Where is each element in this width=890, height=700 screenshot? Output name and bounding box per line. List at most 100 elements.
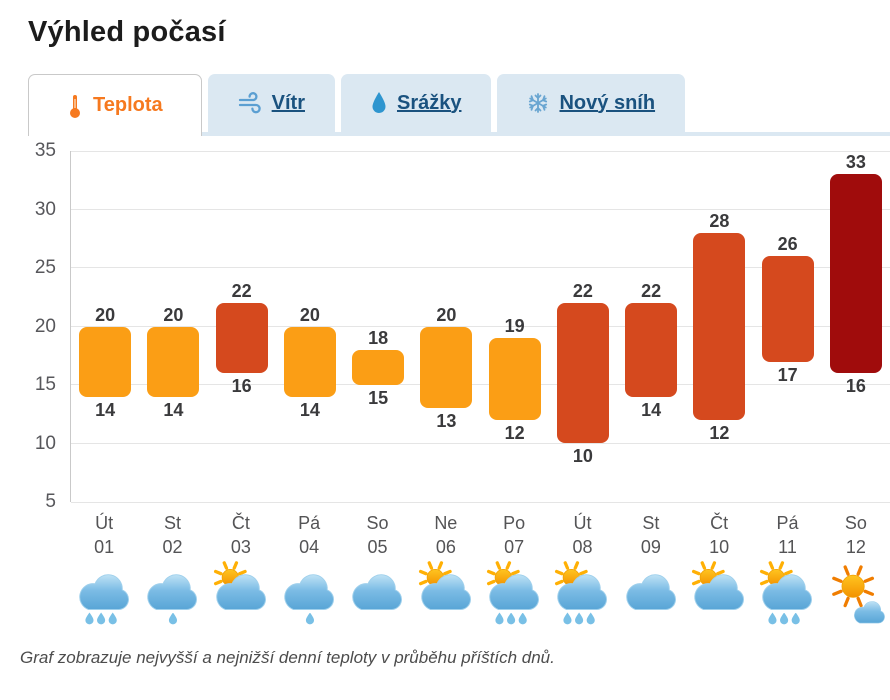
day-cell: St 09 [617, 511, 685, 634]
max-temp-label: 22 [231, 281, 252, 302]
gridline [71, 267, 890, 269]
day-cell: Pá 11 [753, 511, 821, 634]
day-cell: Ne 06 [412, 511, 480, 634]
day-name: St [163, 513, 181, 533]
max-temp-label: 20 [163, 304, 184, 325]
min-temp-label: 14 [163, 399, 184, 420]
max-temp-label: 19 [504, 316, 525, 337]
weather-sunny-cloud-icon [822, 561, 890, 634]
tab-vitr[interactable]: Vítr [207, 74, 335, 132]
temperature-range-bar: 20 13 [420, 305, 473, 431]
wind-icon [238, 92, 262, 114]
weather-sun-cloud-icon [685, 561, 753, 634]
tab-teplota[interactable]: Teplota [28, 74, 202, 136]
weather-sun-cloud-icon [207, 561, 275, 634]
day-date: 06 [435, 537, 456, 557]
bars-row: 20 14 20 14 22 16 20 14 18 15 20 13 19 12 22 10 22 14 28 12… [71, 151, 890, 502]
day-date: 04 [299, 537, 320, 557]
day-date: 11 [778, 537, 797, 557]
day-cell: So 12 [822, 511, 890, 634]
y-tick-label: 10 [34, 432, 56, 454]
weather-cloud-rain1-icon [138, 561, 206, 634]
weather-sun-cloud-icon [412, 561, 480, 634]
day-name: Čt [231, 513, 250, 533]
min-temp-label: 16 [231, 376, 252, 397]
day-cell: Út 01 [70, 511, 138, 634]
max-temp-label: 33 [845, 152, 866, 173]
day-column: 20 14 [139, 151, 207, 502]
plot-area: 20 14 20 14 22 16 20 14 18 15 20 13 19 12 22 10 22 14 28 12… [70, 150, 890, 503]
temperature-chart: 35 30 25 20 15 10 5 20 14 20 14 22 16 20 14 18 15 20 13 19… [0, 140, 890, 512]
day-cell: St 02 [138, 511, 206, 634]
min-temp-label: 14 [299, 399, 320, 420]
max-temp-label: 20 [436, 304, 457, 325]
page-title: Výhled počasí [28, 16, 226, 48]
max-temp-label: 22 [641, 281, 662, 302]
day-cell: Pá 04 [275, 511, 343, 634]
day-date: 03 [230, 537, 251, 557]
gridline [71, 384, 890, 386]
day-cell: Čt 10 [685, 511, 753, 634]
day-name: Po [503, 513, 526, 533]
day-column: 22 16 [208, 151, 276, 502]
temperature-range-bar: 26 17 [761, 234, 814, 385]
tab-vitr-label: Vítr [271, 91, 305, 114]
weather-sun-cloud-rain3-icon [548, 561, 616, 634]
gridline [71, 443, 890, 444]
day-date: 12 [845, 537, 866, 557]
tab-novy-snih[interactable]: Nový sníh [497, 74, 686, 132]
day-name: So [366, 513, 389, 533]
min-temp-label: 16 [845, 376, 866, 397]
day-cell: So 05 [343, 511, 411, 634]
min-temp-label: 12 [709, 423, 730, 444]
weather-cloud-rain3-icon [70, 561, 138, 634]
temperature-range-bar: 19 12 [488, 316, 541, 443]
y-tick-label: 5 [45, 491, 56, 512]
day-date: 10 [709, 537, 730, 557]
gridline [71, 501, 890, 503]
y-axis: 35 30 25 20 15 10 5 [0, 140, 56, 512]
temperature-range-bar: 18 15 [352, 328, 405, 408]
chart-caption: Graf zobrazuje nejvyšší a nejnižší denní… [20, 648, 555, 667]
day-date: 09 [640, 537, 661, 557]
day-name: Pá [776, 513, 799, 533]
day-column: 26 17 [754, 151, 822, 502]
day-name: Út [95, 513, 114, 533]
day-date: 05 [367, 537, 388, 557]
tab-srazky[interactable]: Srážky [340, 74, 492, 132]
temperature-range-bar: 22 10 [556, 281, 609, 466]
day-date: 02 [162, 537, 183, 557]
temperature-range-bar: 33 16 [829, 152, 882, 396]
temperature-range-bar: 28 12 [693, 211, 746, 443]
max-temp-label: 18 [368, 327, 389, 348]
gridline [71, 208, 890, 210]
day-column: 19 12 [481, 151, 549, 502]
day-column: 28 12 [685, 151, 753, 502]
day-name: Čt [710, 513, 729, 533]
temperature-range-bar: 22 14 [625, 281, 678, 420]
temperature-range-bar: 20 14 [147, 305, 200, 420]
day-name: Út [573, 513, 592, 533]
y-tick-label: 25 [34, 257, 56, 278]
droplet-icon [371, 91, 387, 115]
weather-cloud-icon [343, 561, 411, 634]
day-column: 18 15 [344, 151, 412, 502]
day-column: 22 10 [549, 151, 617, 502]
min-temp-label: 13 [436, 411, 457, 432]
y-tick-label: 20 [34, 315, 56, 337]
tab-srazky-label: Srážky [396, 91, 462, 114]
thermometer-icon [67, 93, 83, 119]
day-column: 20 13 [412, 151, 480, 502]
day-name: Ne [434, 513, 458, 533]
day-date: 07 [504, 537, 525, 557]
day-labels-row: Út 01 St 02 Čt 03 Pá 04 So 05 Ne 06 Po 07 Út 08 St 09 Čt 10… [70, 511, 890, 634]
y-tick-label: 15 [34, 374, 56, 395]
snowflake-icon [527, 92, 549, 114]
max-temp-label: 20 [95, 304, 116, 325]
y-tick-label: 35 [34, 140, 56, 161]
temperature-range-bar: 20 14 [283, 305, 336, 420]
tab-teplota-label: Teplota [93, 94, 163, 116]
max-temp-label: 22 [572, 281, 593, 302]
weather-cloud-rain1-icon [275, 561, 343, 634]
gridline [71, 150, 890, 152]
